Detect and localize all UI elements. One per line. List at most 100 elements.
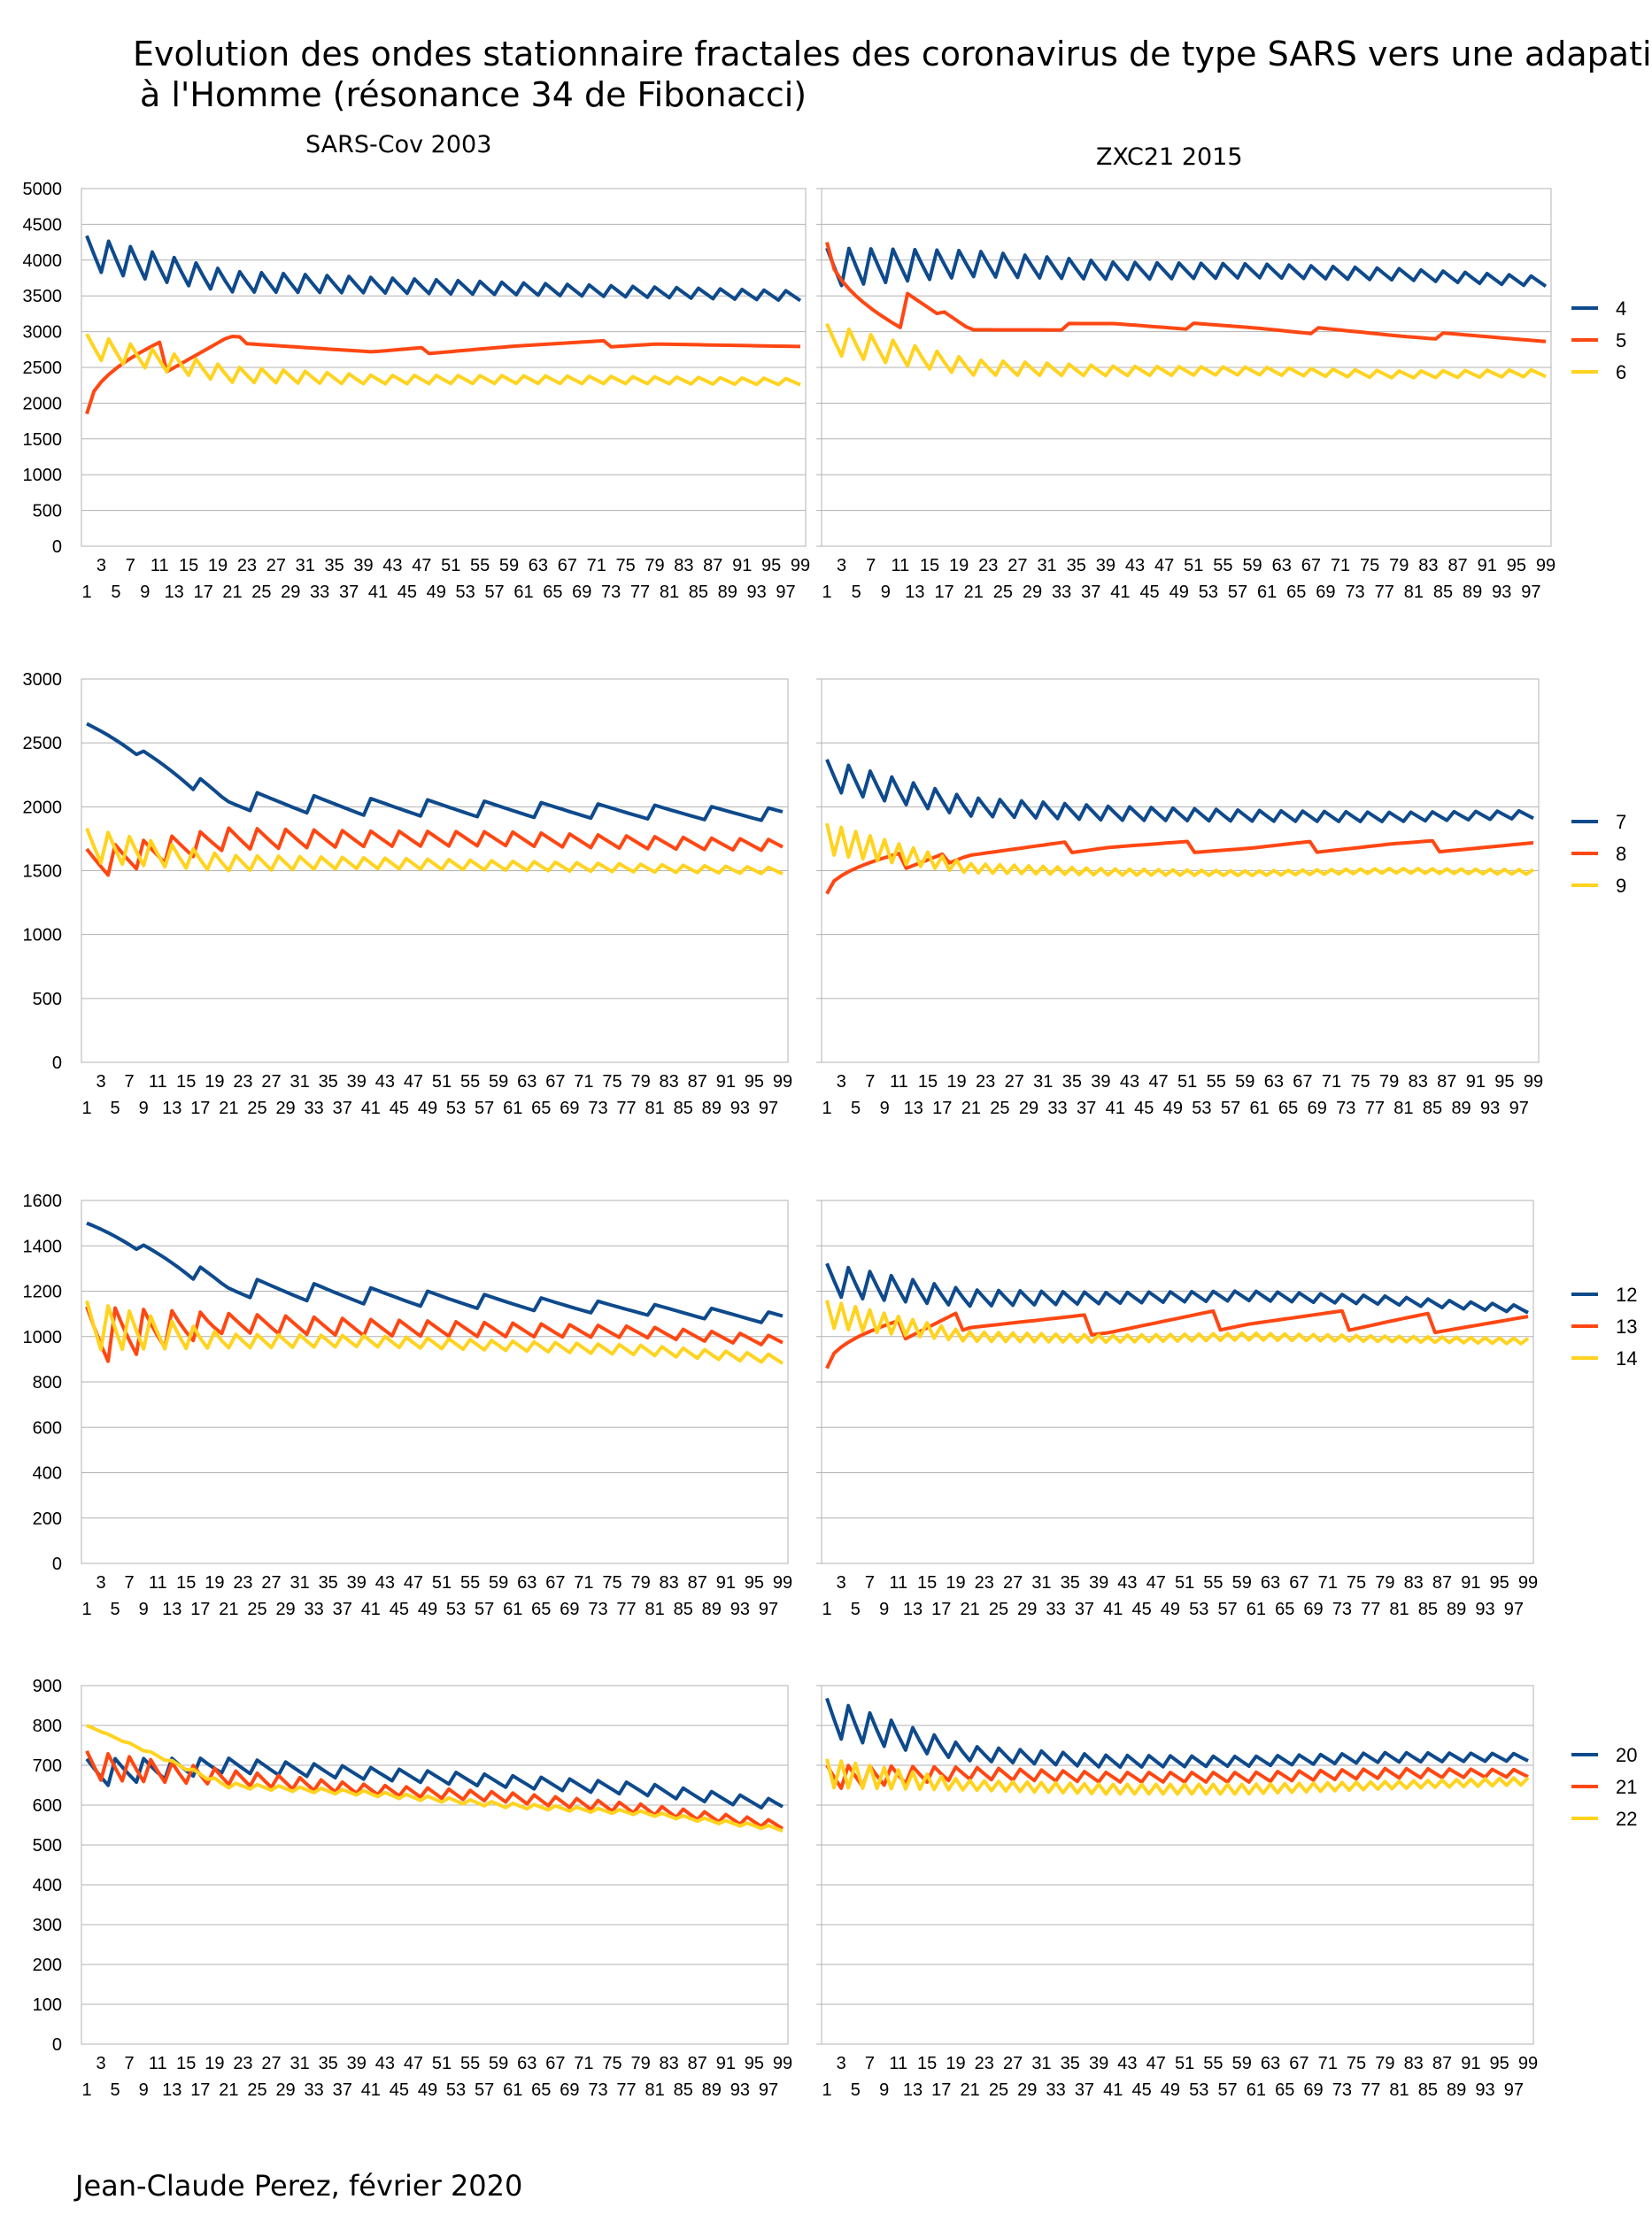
x-tick-label: 7 <box>865 1072 875 1092</box>
x-tick-label: 37 <box>1075 1600 1094 1619</box>
x-tick-label: 57 <box>475 2080 494 2100</box>
legend-label-22: 22 <box>1616 1808 1637 1830</box>
x-tick-label: 45 <box>1139 583 1159 602</box>
series-line-20 <box>85 1756 784 1810</box>
x-tick-label: 13 <box>903 1600 922 1619</box>
x-tick-label: 23 <box>975 2054 994 2073</box>
x-tick-label: 45 <box>390 2080 409 2100</box>
x-tick-label: 59 <box>489 1072 508 1092</box>
x-tick-label: 3 <box>837 556 846 575</box>
x-tick-label: 21 <box>219 1600 238 1619</box>
x-tick-label: 33 <box>305 2080 324 2100</box>
x-tick-label: 93 <box>1480 1099 1500 1118</box>
x-tick-label: 65 <box>531 2080 551 2100</box>
x-tick-label: 55 <box>1207 1072 1226 1092</box>
x-tick-label: 97 <box>1509 1099 1529 1118</box>
x-tick-label: 53 <box>1199 583 1218 602</box>
x-tick-label: 81 <box>645 1099 665 1118</box>
x-tick-label: 15 <box>920 556 939 575</box>
x-tick-label: 73 <box>588 2080 607 2100</box>
x-tick-label: 7 <box>865 1573 875 1593</box>
x-tick-label: 75 <box>602 1072 621 1092</box>
x-tick-label: 9 <box>139 1600 149 1619</box>
x-tick-label: 43 <box>382 556 402 575</box>
legend-label-12: 12 <box>1616 1284 1637 1306</box>
x-tick-label: 31 <box>1033 1072 1053 1092</box>
x-tick-label: 49 <box>427 583 446 602</box>
x-tick-label: 23 <box>233 1573 252 1593</box>
x-tick-label: 39 <box>1089 1573 1108 1593</box>
y-tick-label: 3000 <box>23 670 63 690</box>
x-tick-label: 83 <box>660 2054 679 2073</box>
x-tick-label: 85 <box>1433 583 1453 602</box>
x-tick-label: 97 <box>1504 1600 1524 1619</box>
x-tick-label: 63 <box>529 556 548 575</box>
x-tick-label: 61 <box>503 2080 522 2100</box>
x-tick-label: 53 <box>456 583 475 602</box>
x-tick-label: 1 <box>822 2080 831 2100</box>
x-tick-label: 83 <box>660 1573 679 1593</box>
x-tick-label: 59 <box>1235 1072 1254 1092</box>
y-tick-label: 4000 <box>23 251 63 271</box>
x-tick-label: 9 <box>139 1099 149 1118</box>
x-tick-label: 89 <box>1451 1099 1471 1118</box>
x-tick-label: 51 <box>1175 1573 1194 1593</box>
x-tick-label: 33 <box>1052 583 1071 602</box>
x-tick-label: 25 <box>990 1099 1009 1118</box>
title-line-2: à l'Homme (résonance 34 de Fibonacci) <box>140 75 807 114</box>
x-tick-label: 99 <box>773 2054 792 2073</box>
x-tick-label: 63 <box>1261 1573 1280 1593</box>
x-tick-label: 43 <box>375 1072 395 1092</box>
y-tick-label: 1000 <box>23 1328 63 1347</box>
x-tick-label: 75 <box>602 2054 621 2073</box>
x-tick-label: 71 <box>1318 1573 1338 1593</box>
series-line-7 <box>825 759 1534 823</box>
x-tick-label: 79 <box>1389 556 1409 575</box>
x-tick-label: 99 <box>1524 1072 1543 1092</box>
x-tick-label: 67 <box>545 1072 565 1092</box>
x-tick-label: 63 <box>1272 556 1292 575</box>
x-tick-label: 47 <box>404 1072 423 1092</box>
x-tick-label: 49 <box>1161 2080 1180 2100</box>
x-tick-label: 69 <box>560 1600 579 1619</box>
x-tick-label: 47 <box>1146 2054 1166 2073</box>
x-tick-label: 47 <box>1146 1573 1166 1593</box>
x-tick-label: 65 <box>1275 1600 1294 1619</box>
x-tick-label: 5 <box>111 583 120 602</box>
x-tick-label: 91 <box>732 556 752 575</box>
x-tick-label: 33 <box>305 1099 324 1118</box>
x-tick-label: 85 <box>1423 1099 1442 1118</box>
x-tick-label: 5 <box>852 583 861 602</box>
x-tick-label: 71 <box>1318 2054 1338 2073</box>
x-tick-label: 71 <box>1331 556 1350 575</box>
x-tick-label: 15 <box>179 556 198 575</box>
x-tick-label: 3 <box>837 2054 846 2073</box>
x-tick-label: 99 <box>773 1072 792 1092</box>
x-tick-label: 91 <box>1461 2054 1480 2073</box>
x-tick-label: 81 <box>1389 1600 1409 1619</box>
x-tick-label: 95 <box>745 1072 764 1092</box>
x-tick-label: 39 <box>347 1072 367 1092</box>
x-tick-label: 71 <box>574 1573 593 1593</box>
x-tick-label: 87 <box>1447 556 1467 575</box>
x-tick-label: 41 <box>1103 2080 1123 2100</box>
x-tick-label: 31 <box>296 556 315 575</box>
x-tick-label: 23 <box>237 556 257 575</box>
y-tick-label: 0 <box>52 537 62 557</box>
x-tick-label: 51 <box>1175 2054 1194 2073</box>
x-tick-label: 77 <box>1365 1099 1385 1118</box>
x-tick-label: 25 <box>989 2080 1008 2100</box>
x-tick-label: 91 <box>1466 1072 1486 1092</box>
x-tick-label: 93 <box>730 2080 750 2100</box>
right-column-heading: ZXC21 2015 <box>1096 143 1243 171</box>
x-tick-label: 91 <box>716 1072 736 1092</box>
x-tick-label: 93 <box>1492 583 1511 602</box>
x-tick-label: 71 <box>574 2054 593 2073</box>
x-tick-label: 63 <box>517 2054 537 2073</box>
x-tick-label: 95 <box>761 556 781 575</box>
x-tick-label: 27 <box>1003 1573 1023 1593</box>
x-tick-label: 35 <box>1062 1072 1082 1092</box>
x-tick-label: 11 <box>149 2054 167 2073</box>
x-tick-label: 91 <box>716 1573 736 1593</box>
x-tick-label: 45 <box>1131 2080 1151 2100</box>
